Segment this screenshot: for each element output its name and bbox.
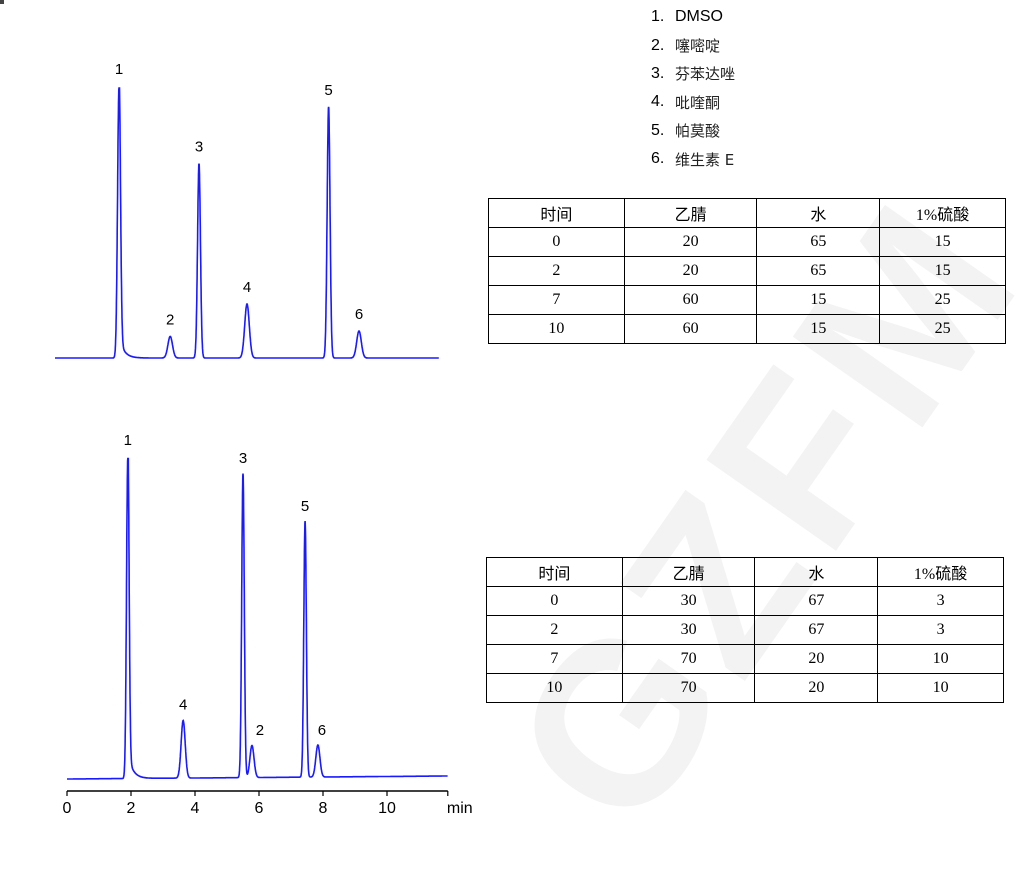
cell: 15 bbox=[756, 285, 881, 315]
cell: 15 bbox=[879, 227, 1006, 257]
chromatograms: 1 2 3 4 5 6 1 4 3 2 5 6 0 2 4 6 8 10 min bbox=[55, 61, 473, 817]
cell: 20 bbox=[623, 227, 758, 257]
header-cell: 时间 bbox=[486, 557, 623, 587]
x-tick-label: 8 bbox=[319, 800, 328, 817]
cell: 2 bbox=[486, 615, 623, 645]
legend-item: 1. DMSO bbox=[651, 3, 735, 31]
peak-label: 1 bbox=[115, 61, 123, 78]
legend-item: 3. 芬苯达唑 bbox=[651, 60, 735, 88]
cell: 20 bbox=[754, 673, 879, 703]
header-cell: 乙腈 bbox=[623, 198, 758, 228]
legend-num: 6. bbox=[651, 150, 665, 168]
x-tick-label: 4 bbox=[191, 800, 200, 817]
header-cell: 1%硫酸 bbox=[877, 557, 1004, 587]
legend-name: 维生素 E bbox=[675, 150, 735, 169]
cell: 7 bbox=[488, 285, 625, 315]
cell: 65 bbox=[756, 256, 881, 286]
peak-label: 3 bbox=[195, 139, 203, 156]
cell: 30 bbox=[621, 586, 756, 616]
table-row: 10 60 15 25 bbox=[488, 314, 1006, 344]
cell: 10 bbox=[486, 673, 623, 703]
cell: 60 bbox=[623, 314, 758, 344]
cell: 70 bbox=[621, 644, 756, 674]
page-edge-mark bbox=[0, 0, 4, 4]
peak-label: 3 bbox=[239, 450, 247, 467]
peak-label: 4 bbox=[179, 696, 187, 713]
legend-num: 4. bbox=[651, 93, 665, 111]
cell: 70 bbox=[621, 673, 756, 703]
x-axis-label: min bbox=[447, 800, 473, 817]
header-cell: 水 bbox=[756, 198, 881, 228]
legend-num: 5. bbox=[651, 121, 665, 139]
table-row: 10 70 20 10 bbox=[486, 673, 1004, 703]
legend-name: 噻嘧啶 bbox=[675, 37, 721, 56]
peak-label: 4 bbox=[243, 279, 251, 296]
cell: 15 bbox=[879, 256, 1006, 286]
cell: 67 bbox=[754, 615, 879, 645]
x-tick-label: 2 bbox=[127, 800, 136, 817]
cell: 25 bbox=[879, 314, 1006, 344]
gradient-table-2: 时间 乙腈 水 1%硫酸 0 30 67 3 2 30 67 3 7 70 20 10 10 70 2… bbox=[486, 557, 1004, 703]
legend-item: 6. 维生素 E bbox=[651, 145, 735, 173]
chromatogram-trace-1 bbox=[55, 87, 439, 359]
cell: 65 bbox=[756, 227, 881, 257]
header-cell: 1%硫酸 bbox=[879, 198, 1006, 228]
legend-item: 4. 吡喹酮 bbox=[651, 88, 735, 116]
table-row: 0 20 65 15 bbox=[488, 227, 1006, 257]
cell: 20 bbox=[623, 256, 758, 286]
chromatogram-trace-2 bbox=[67, 457, 448, 780]
table-header-row: 时间 乙腈 水 1%硫酸 bbox=[486, 557, 1004, 587]
peak-legend: 1. DMSO 2. 噻嘧啶 3. 芬苯达唑 4. 吡喹酮 5. 帕莫酸 6. 维生素 E bbox=[651, 3, 735, 173]
x-tick-label: 6 bbox=[255, 800, 264, 817]
peak-label: 1 bbox=[124, 432, 132, 449]
peak-label: 2 bbox=[166, 311, 174, 328]
legend-name: DMSO bbox=[675, 8, 723, 26]
legend-item: 5. 帕莫酸 bbox=[651, 117, 735, 145]
legend-name: 芬苯达唑 bbox=[675, 65, 736, 84]
table-row: 0 30 67 3 bbox=[486, 586, 1004, 616]
peak-label: 2 bbox=[256, 722, 264, 739]
table-header-row: 时间 乙腈 水 1%硫酸 bbox=[488, 198, 1006, 228]
cell: 20 bbox=[754, 644, 879, 674]
peak-label: 5 bbox=[301, 498, 309, 515]
cell: 67 bbox=[754, 586, 879, 616]
header-cell: 时间 bbox=[488, 198, 625, 228]
cell: 0 bbox=[488, 227, 625, 257]
cell: 15 bbox=[756, 314, 881, 344]
table-row: 2 20 65 15 bbox=[488, 256, 1006, 286]
table-row: 7 60 15 25 bbox=[488, 285, 1006, 315]
cell: 2 bbox=[488, 256, 625, 286]
legend-num: 2. bbox=[651, 36, 665, 54]
legend-name: 吡喹酮 bbox=[675, 93, 721, 112]
header-cell: 乙腈 bbox=[621, 557, 756, 587]
legend-num: 1. bbox=[651, 8, 665, 26]
peak-label: 6 bbox=[355, 306, 363, 323]
legend-name: 帕莫酸 bbox=[675, 122, 721, 141]
x-tick-label: 10 bbox=[378, 800, 396, 817]
gradient-table-1: 时间 乙腈 水 1%硫酸 0 20 65 15 2 20 65 15 7 60 15 25 10 6… bbox=[488, 198, 1006, 344]
cell: 60 bbox=[623, 285, 758, 315]
cell: 10 bbox=[877, 644, 1004, 674]
x-tick-label: 0 bbox=[63, 800, 72, 817]
legend-item: 2. 噻嘧啶 bbox=[651, 31, 735, 59]
cell: 0 bbox=[486, 586, 623, 616]
cell: 30 bbox=[621, 615, 756, 645]
table-row: 2 30 67 3 bbox=[486, 615, 1004, 645]
cell: 25 bbox=[879, 285, 1006, 315]
legend-num: 3. bbox=[651, 64, 665, 82]
cell: 3 bbox=[877, 615, 1004, 645]
cell: 10 bbox=[488, 314, 625, 344]
header-cell: 水 bbox=[754, 557, 879, 587]
cell: 3 bbox=[877, 586, 1004, 616]
table-row: 7 70 20 10 bbox=[486, 644, 1004, 674]
cell: 7 bbox=[486, 644, 623, 674]
peak-label: 5 bbox=[324, 82, 332, 99]
peak-label: 6 bbox=[318, 722, 326, 739]
cell: 10 bbox=[877, 673, 1004, 703]
